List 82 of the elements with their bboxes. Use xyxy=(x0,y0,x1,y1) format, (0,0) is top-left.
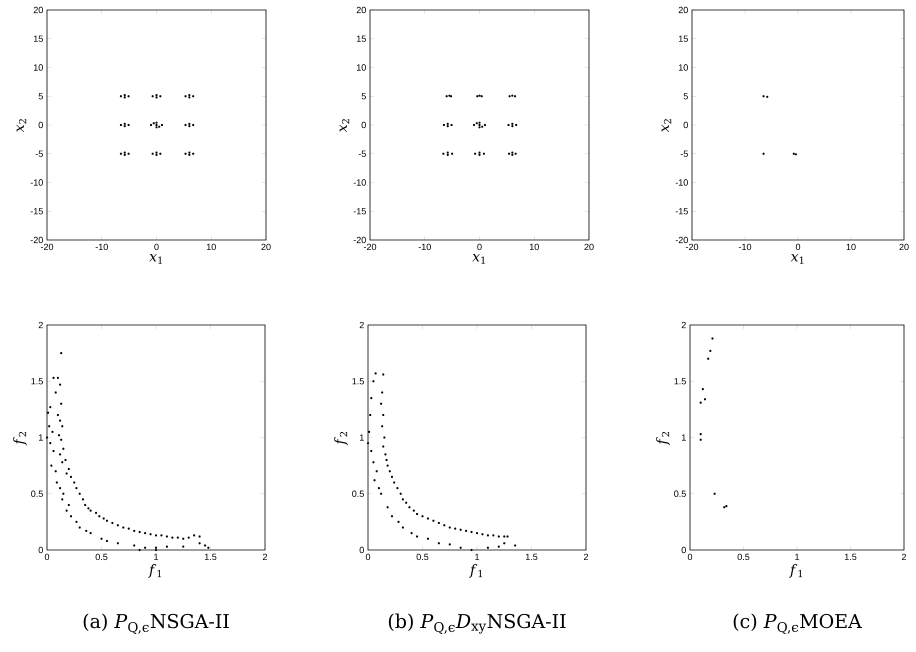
x-tick-label: 0 xyxy=(796,244,800,250)
y-tick-label: 20 xyxy=(34,6,43,14)
y-tick-label: 15 xyxy=(356,36,366,42)
x-tick-label: 20 xyxy=(261,244,271,250)
x-tick-label: 2 xyxy=(262,554,268,560)
y-tick-label: -5 xyxy=(680,150,688,157)
x-tick-label: 1.5 xyxy=(844,554,856,560)
y-tick-label: -15 xyxy=(30,208,43,214)
y-tick-label: 15 xyxy=(678,36,688,42)
y-tick-label: 15 xyxy=(34,36,43,42)
y-tick-label: 0 xyxy=(362,122,366,128)
x-axis-title: x$_{1}$ xyxy=(149,254,162,264)
y-tick-label: 1 xyxy=(360,434,364,441)
x-tick-label: 0 xyxy=(44,554,50,560)
y-tick-label: 0.5 xyxy=(31,490,43,497)
x-tick-label: 2 xyxy=(584,554,588,560)
y-tick-label: 10 xyxy=(356,64,366,71)
x-tick-label: 10 xyxy=(530,244,539,250)
x-tick-label: 1 xyxy=(154,554,158,560)
x-axis-title: f$_{1}$ xyxy=(789,564,802,578)
y-tick-label: 2 xyxy=(682,322,686,328)
y-tick-label: 1.5 xyxy=(352,378,364,384)
x-tick-label: 10 xyxy=(206,244,216,250)
y-tick-label: 20 xyxy=(678,6,688,14)
y-tick-label: 0 xyxy=(38,122,43,128)
y-tick-label: 5 xyxy=(684,93,688,100)
x-tick-label: 1.5 xyxy=(526,554,538,560)
x-tick-label: 0.5 xyxy=(738,554,750,560)
x-axis-title: f$_{1}$ xyxy=(469,564,482,578)
text: (c) P$_{Q,ϵ}$MOEA xyxy=(734,614,862,634)
x-tick-label: 1 xyxy=(795,554,800,560)
x-tick-label: 1 xyxy=(475,554,480,560)
text: (a) P$_{Q,ϵ}$NSGA-II xyxy=(84,614,229,634)
y-tick-label: 0.5 xyxy=(352,490,364,497)
x-tick-label: 10 xyxy=(846,244,856,250)
y-tick-label: -10 xyxy=(354,179,366,186)
x-axis-title: f$_{1}$ xyxy=(148,564,162,578)
y-tick-label: -20 xyxy=(354,236,366,244)
y-tick-label: 1 xyxy=(38,434,43,441)
y-tick-label: -15 xyxy=(676,208,688,214)
text: (b) P$_{Q,ϵ}$D$_{xy}$NSGA-II xyxy=(388,614,566,634)
x-tick-label: 20 xyxy=(584,244,594,250)
x-tick-label: 0.5 xyxy=(416,554,428,560)
y-tick-label: -10 xyxy=(676,179,688,186)
x-axis-title: x$_{1}$ xyxy=(790,254,804,264)
y-tick-label: 1 xyxy=(682,434,686,441)
y-tick-label: 5 xyxy=(38,93,43,100)
y-tick-label: 0 xyxy=(682,546,686,554)
y-axis-title: f$_{2}$ xyxy=(656,432,670,446)
y-axis-title: x$_{2}$ xyxy=(340,119,350,132)
y-tick-label: 2 xyxy=(360,322,364,328)
y-axis-title: f$_{2}$ xyxy=(334,432,348,446)
x-tick-label: -10 xyxy=(738,244,752,250)
x-tick-label: 1.5 xyxy=(204,554,216,560)
y-tick-label: 20 xyxy=(356,6,366,14)
y-tick-label: -5 xyxy=(358,150,366,157)
y-tick-label: -20 xyxy=(676,236,688,244)
y-tick-label: 10 xyxy=(678,64,688,71)
x-tick-label: 0 xyxy=(477,244,482,250)
x-tick-label: 0.5 xyxy=(96,554,108,560)
y-tick-label: 1.5 xyxy=(31,378,43,384)
y-axis-title: x$_{2}$ xyxy=(16,119,26,132)
y-axis-title: x$_{2}$ xyxy=(662,119,672,132)
y-tick-label: 1.5 xyxy=(674,378,686,384)
x-tick-label: 0 xyxy=(154,244,159,250)
y-tick-label: 5 xyxy=(362,93,366,100)
x-tick-label: -10 xyxy=(96,244,108,250)
y-tick-label: -5 xyxy=(36,150,43,157)
y-tick-label: -10 xyxy=(30,179,43,186)
y-tick-label: -20 xyxy=(30,236,43,244)
y-axis-title: f$_{2}$ xyxy=(13,432,27,446)
y-tick-label: 0 xyxy=(684,122,688,128)
y-tick-label: 10 xyxy=(34,64,43,71)
y-tick-label: 0 xyxy=(38,546,43,554)
x-tick-label: -10 xyxy=(418,244,431,250)
y-tick-label: 0.5 xyxy=(674,490,686,497)
y-tick-label: 0 xyxy=(360,546,364,554)
y-tick-label: -15 xyxy=(354,208,366,214)
x-tick-label: 20 xyxy=(899,244,909,250)
x-axis-title: x$_{1}$ xyxy=(472,254,485,264)
y-tick-label: 2 xyxy=(38,322,43,328)
x-tick-label: 2 xyxy=(902,554,906,560)
